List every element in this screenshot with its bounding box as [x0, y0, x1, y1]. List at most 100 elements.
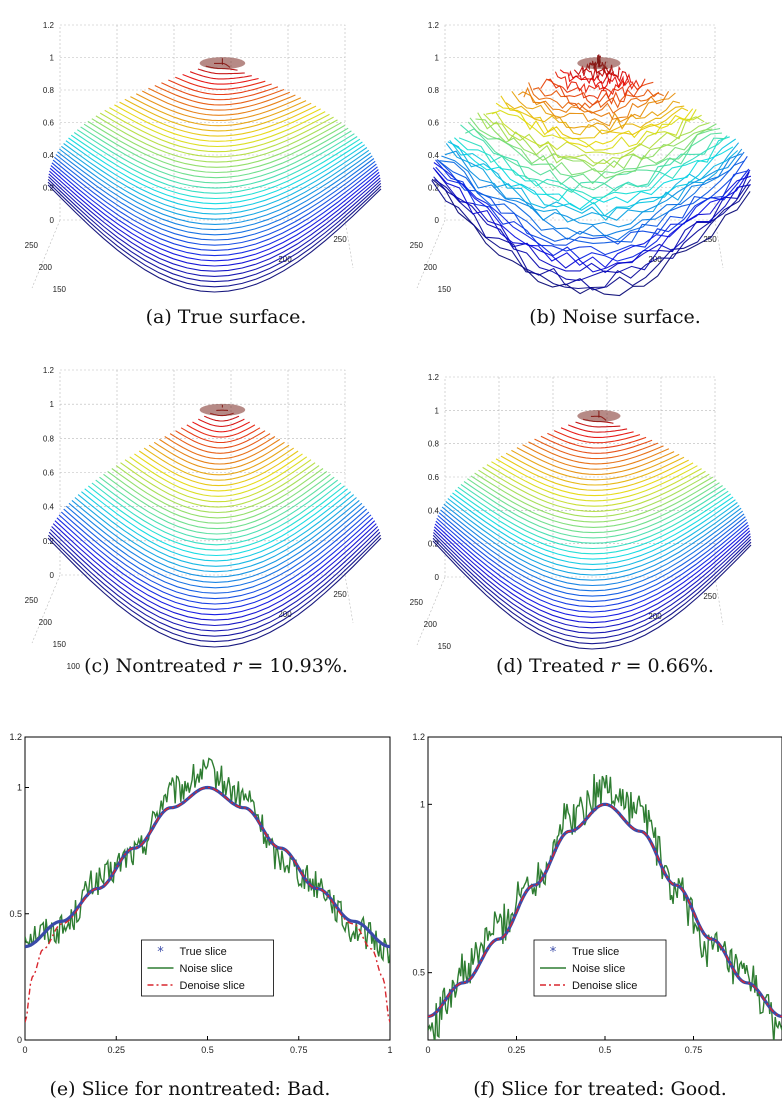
surface-contour	[143, 447, 295, 481]
x-tick-label: 0.5	[599, 1045, 612, 1055]
true-slice-line	[428, 802, 782, 1018]
z-tick-label: 0.8	[428, 86, 440, 95]
surface-peak	[577, 57, 621, 70]
noise-slice-line	[428, 773, 782, 1040]
z-tick-label: 1.2	[43, 366, 55, 375]
surface-contour	[435, 159, 749, 256]
z-tick-label: 1.2	[428, 21, 440, 30]
y-tick-label: 1	[420, 799, 425, 809]
surface-panel-c: 1.2 1 0.8 0.6 0.4 0.2 0 250 200 150 100 200 250	[25, 366, 382, 671]
caption-c-text: (c) Nontreated	[84, 655, 233, 677]
surface-contour	[129, 456, 308, 497]
surface-contour	[186, 424, 256, 438]
y-tick-label: 250	[25, 241, 39, 250]
plot-area	[428, 773, 782, 1040]
surface-contour	[95, 479, 339, 540]
x-tick-label: 0.75	[290, 1045, 308, 1055]
surface-contour	[76, 129, 355, 189]
surface-contour	[454, 136, 730, 205]
surface-contour	[124, 98, 312, 132]
grid-line	[416, 219, 446, 289]
surface-contour	[560, 427, 634, 438]
surface-contour	[197, 68, 245, 75]
surface-contour	[432, 534, 752, 639]
surface-contour	[439, 151, 745, 241]
surface-grid	[31, 369, 354, 644]
surface-contour	[59, 148, 372, 225]
grid-line	[714, 576, 724, 626]
z-tick-label: 0	[435, 216, 440, 225]
surface-contour	[434, 178, 752, 291]
surface-contour	[47, 179, 382, 283]
y-tick-label: 200	[39, 263, 53, 272]
surface-contour	[49, 529, 380, 632]
surface-contour	[460, 483, 726, 544]
surface-contour	[114, 104, 321, 142]
surface-contour	[51, 526, 379, 627]
surface-panel-d: 1.2 1 0.8 0.6 0.4 0.2 0 250 200 150 200 250	[410, 373, 752, 651]
surface-contour	[491, 461, 698, 502]
surface-contour	[433, 529, 751, 629]
surface-contour	[523, 86, 670, 120]
z-tick-label: 0.6	[428, 473, 440, 482]
surface-contour	[159, 438, 281, 465]
y-tick-label: 200	[39, 618, 53, 627]
y-tick-label: 150	[438, 642, 452, 651]
surface-contour	[436, 155, 748, 246]
surface-contour	[469, 117, 717, 179]
surface-contour	[71, 499, 360, 578]
surface-contour	[553, 430, 641, 444]
surface-contour	[87, 485, 345, 551]
caption-b: (b) Noise surface.	[529, 306, 701, 328]
y-tick-label: 0	[17, 1035, 22, 1045]
surface-contour	[120, 462, 316, 508]
y-tick-label: 1.2	[412, 732, 425, 742]
surface-contour	[63, 508, 368, 594]
surface-contour	[559, 69, 634, 91]
z-tick-label: 1	[50, 54, 55, 63]
surface-contour	[141, 90, 296, 116]
surface-contour	[449, 495, 736, 565]
z-tick-label: 0.4	[43, 503, 55, 512]
caption-e: (e) Slice for nontreated: Bad.	[49, 1078, 331, 1100]
surface-peak	[577, 410, 621, 422]
surface-contour	[443, 503, 742, 581]
surface-contour	[63, 143, 368, 215]
y-tick-label: 100	[67, 662, 81, 671]
grid-line	[344, 574, 354, 624]
surface-contour	[470, 475, 717, 528]
surface-contour	[91, 118, 342, 168]
surface-contour	[48, 173, 381, 272]
legend-label: Denoise slice	[572, 980, 637, 992]
surface-contour	[161, 82, 279, 101]
legend-label: True slice	[180, 946, 227, 958]
surface-contour	[60, 511, 370, 600]
surface-contour	[81, 491, 352, 562]
surface-contour	[182, 73, 259, 85]
surface-contour	[467, 478, 720, 534]
caption-d-text: (d) Treated	[496, 655, 611, 677]
caption-c-var: r	[232, 655, 242, 677]
surface-contour	[61, 145, 370, 220]
surface-contour	[434, 523, 750, 618]
z-tick-label: 0.2	[43, 184, 55, 193]
caption-d: (d) Treated r = 0.66%.	[465, 655, 745, 677]
surface-contour	[99, 112, 334, 158]
x-tick-label: 0	[425, 1045, 430, 1055]
surface-contour	[453, 144, 734, 210]
surface-contour	[454, 489, 732, 555]
surface-contour	[433, 526, 751, 624]
z-tick-label: 0.2	[43, 537, 55, 546]
surface-contour	[104, 109, 330, 153]
y-tick-label: 0.5	[9, 909, 22, 919]
surface-contour	[528, 82, 664, 114]
surface-contour	[84, 488, 348, 557]
surface-contour	[435, 166, 750, 262]
surface-contour	[168, 79, 272, 96]
z-tick-label: 0.6	[428, 119, 440, 128]
surface-peak	[199, 57, 246, 70]
surface-contour	[154, 85, 285, 106]
slice-chart-e: 0 0.25 0.5 0.75 1 0 0.5 1 1.2 * True slice Noise sl…	[9, 732, 392, 1055]
surface-contour	[433, 171, 750, 282]
surface-contour	[175, 430, 266, 449]
